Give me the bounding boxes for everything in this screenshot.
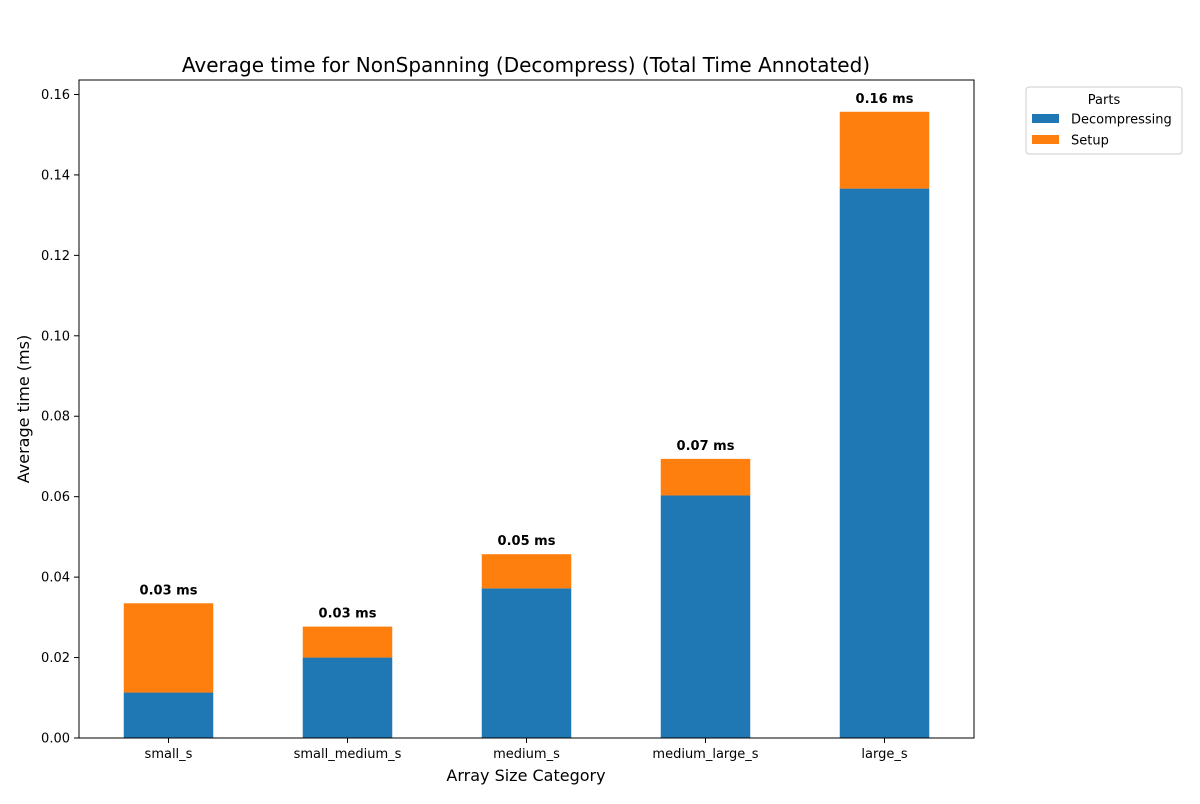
x-axis: small_s small_medium_s medium_s medium_larg…: [145, 738, 908, 762]
x-tick-label: medium_s: [493, 747, 560, 762]
chart-title: Average time for NonSpanning (Decompress…: [182, 53, 870, 77]
total-label-small-medium-s: 0.03 ms: [319, 607, 377, 622]
total-label-large-s: 0.16 ms: [856, 92, 914, 107]
bar-setup-medium-large-s: [660, 458, 751, 496]
total-labels-layer: 0.03 ms 0.03 ms 0.05 ms 0.07 ms 0.16 ms: [140, 92, 914, 622]
y-tick-label: 0.06: [41, 490, 70, 505]
x-tick-label: small_medium_s: [294, 747, 402, 762]
legend-title: Parts: [1088, 93, 1121, 108]
x-tick-label: small_s: [145, 747, 193, 762]
y-tick-label: 0.14: [41, 168, 70, 183]
bar-decompressing-small-medium-s: [302, 657, 393, 738]
legend-swatch-setup: [1032, 135, 1059, 144]
bar-setup-small-medium-s: [302, 626, 393, 658]
legend-label-setup: Setup: [1071, 134, 1109, 149]
y-tick-label: 0.16: [41, 88, 70, 103]
y-tick-label: 0.00: [41, 732, 70, 747]
y-tick-label: 0.02: [41, 651, 70, 666]
total-label-medium-large-s: 0.07 ms: [677, 439, 735, 454]
total-label-small-s: 0.03 ms: [140, 583, 198, 598]
bar-setup-large-s: [839, 111, 930, 189]
x-tick-label: large_s: [861, 747, 907, 762]
bar-decompressing-medium-s: [481, 588, 572, 738]
y-tick-label: 0.04: [41, 571, 70, 586]
legend-entries: Decompressing Setup: [1032, 113, 1172, 149]
bar-decompressing-small-s: [123, 692, 214, 738]
bars-layer: [123, 111, 930, 739]
x-axis-label: Array Size Category: [446, 766, 605, 785]
y-tick-label: 0.08: [41, 410, 70, 425]
y-tick-label: 0.10: [41, 329, 70, 344]
bar-setup-medium-s: [481, 554, 572, 589]
legend: Parts Decompressing Setup: [1025, 86, 1183, 155]
total-label-medium-s: 0.05 ms: [498, 534, 556, 549]
y-axis: 0.00 0.02 0.04 0.06 0.08 0.10 0.12 0.14 0.16: [41, 88, 79, 747]
legend-frame: [1025, 86, 1183, 155]
y-tick-label: 0.12: [41, 249, 70, 264]
x-tick-label: medium_large_s: [652, 747, 758, 762]
bar-decompressing-medium-large-s: [660, 495, 751, 738]
y-axis-label: Average time (ms): [14, 335, 33, 483]
legend-label-decompressing: Decompressing: [1071, 113, 1172, 128]
bar-setup-small-s: [123, 603, 214, 693]
legend-swatch-decompressing: [1032, 114, 1059, 123]
bar-decompressing-large-s: [839, 188, 930, 739]
